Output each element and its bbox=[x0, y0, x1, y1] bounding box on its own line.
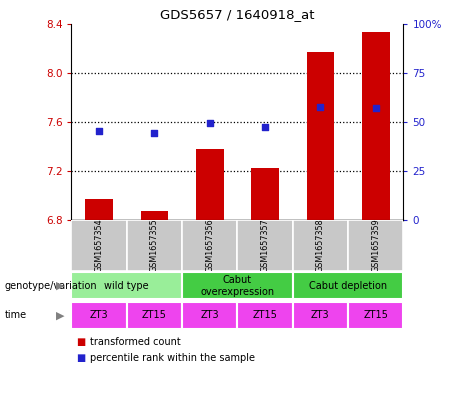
Text: wild type: wild type bbox=[105, 281, 149, 291]
Bar bbox=[348, 302, 403, 329]
Bar bbox=[182, 220, 237, 271]
Point bbox=[261, 124, 269, 130]
Bar bbox=[251, 169, 279, 220]
Bar bbox=[237, 302, 293, 329]
Text: Cabut depletion: Cabut depletion bbox=[309, 281, 387, 291]
Text: GSM1657354: GSM1657354 bbox=[95, 219, 104, 272]
Bar bbox=[127, 302, 182, 329]
Bar bbox=[71, 302, 127, 329]
Text: genotype/variation: genotype/variation bbox=[5, 281, 97, 291]
Bar bbox=[71, 220, 127, 271]
Text: ZT15: ZT15 bbox=[363, 310, 388, 320]
Text: GSM1657358: GSM1657358 bbox=[316, 219, 325, 272]
Text: time: time bbox=[5, 310, 27, 320]
Bar bbox=[127, 220, 182, 271]
Text: GSM1657357: GSM1657357 bbox=[260, 219, 270, 272]
Text: GSM1657355: GSM1657355 bbox=[150, 219, 159, 272]
Point bbox=[372, 105, 379, 111]
Bar bbox=[71, 272, 182, 299]
Bar bbox=[237, 220, 293, 271]
Bar bbox=[141, 211, 168, 220]
Text: transformed count: transformed count bbox=[90, 337, 181, 347]
Text: ZT3: ZT3 bbox=[311, 310, 330, 320]
Bar bbox=[293, 220, 348, 271]
Bar bbox=[293, 302, 348, 329]
Text: ■: ■ bbox=[76, 337, 85, 347]
Bar bbox=[196, 149, 224, 220]
Bar bbox=[348, 220, 403, 271]
Title: GDS5657 / 1640918_at: GDS5657 / 1640918_at bbox=[160, 8, 315, 21]
Bar bbox=[293, 272, 403, 299]
Point bbox=[317, 104, 324, 110]
Text: ZT15: ZT15 bbox=[253, 310, 278, 320]
Text: ■: ■ bbox=[76, 353, 85, 363]
Text: percentile rank within the sample: percentile rank within the sample bbox=[90, 353, 255, 363]
Text: GSM1657356: GSM1657356 bbox=[205, 219, 214, 272]
Bar bbox=[182, 302, 237, 329]
Text: ZT15: ZT15 bbox=[142, 310, 167, 320]
Point bbox=[151, 130, 158, 137]
Bar bbox=[307, 52, 334, 220]
Point bbox=[95, 128, 103, 134]
Bar bbox=[182, 272, 293, 299]
Text: Cabut
overexpression: Cabut overexpression bbox=[201, 275, 274, 297]
Bar bbox=[85, 199, 113, 220]
Text: ▶: ▶ bbox=[56, 281, 65, 291]
Point bbox=[206, 120, 213, 126]
Text: GSM1657359: GSM1657359 bbox=[371, 219, 380, 272]
Text: ▶: ▶ bbox=[56, 310, 65, 320]
Text: ZT3: ZT3 bbox=[201, 310, 219, 320]
Bar bbox=[362, 32, 390, 220]
Text: ZT3: ZT3 bbox=[90, 310, 108, 320]
